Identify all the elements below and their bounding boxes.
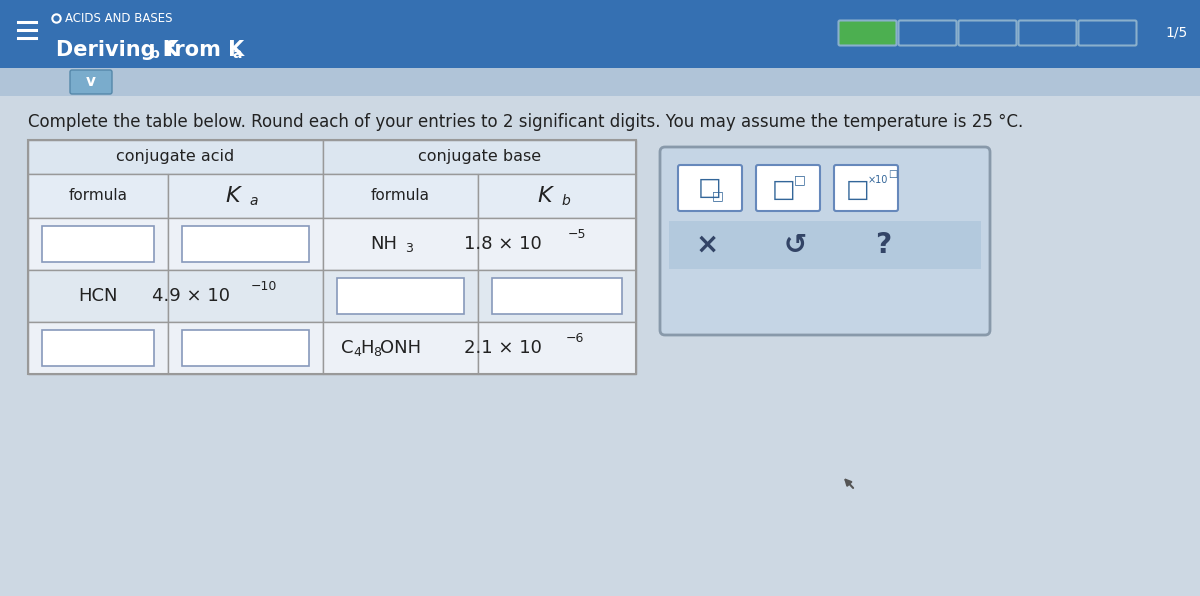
FancyBboxPatch shape — [899, 20, 956, 45]
Text: v: v — [86, 74, 96, 89]
Text: from K: from K — [158, 40, 245, 60]
Bar — [0, 0, 1200, 68]
Text: Deriving K: Deriving K — [56, 40, 179, 60]
Bar — [42, 226, 154, 262]
Text: H: H — [360, 339, 373, 357]
Text: NH: NH — [371, 235, 397, 253]
FancyBboxPatch shape — [1019, 20, 1076, 45]
Bar — [478, 322, 636, 374]
Text: □: □ — [846, 178, 870, 202]
Bar — [168, 218, 323, 270]
Bar — [28, 140, 636, 374]
Bar — [28, 270, 168, 322]
FancyBboxPatch shape — [678, 165, 742, 211]
Bar — [478, 174, 636, 218]
Bar — [0, 96, 1200, 596]
Text: a: a — [250, 194, 258, 208]
Text: □: □ — [794, 173, 806, 187]
FancyBboxPatch shape — [839, 20, 896, 45]
Text: ACIDS AND BASES: ACIDS AND BASES — [65, 11, 173, 24]
Text: formula: formula — [68, 188, 127, 203]
Text: $K$: $K$ — [226, 186, 244, 206]
Bar — [492, 278, 622, 314]
Text: $K$: $K$ — [536, 186, 554, 206]
Bar — [323, 270, 478, 322]
Bar — [323, 322, 478, 374]
Text: ONH: ONH — [380, 339, 421, 357]
Text: −6: −6 — [566, 333, 584, 346]
Bar — [323, 218, 478, 270]
Text: 3: 3 — [406, 243, 413, 256]
Text: conjugate base: conjugate base — [418, 150, 541, 164]
Bar — [323, 140, 636, 174]
Bar — [28, 322, 168, 374]
Text: formula: formula — [371, 188, 430, 203]
Text: C: C — [341, 339, 354, 357]
Text: b: b — [562, 194, 570, 208]
Bar — [182, 330, 310, 366]
Bar — [28, 174, 168, 218]
Text: Complete the table below. Round each of your entries to 2 significant digits. Yo: Complete the table below. Round each of … — [28, 113, 1024, 131]
FancyBboxPatch shape — [660, 147, 990, 335]
FancyBboxPatch shape — [1079, 20, 1136, 45]
Bar — [478, 270, 636, 322]
FancyBboxPatch shape — [834, 165, 898, 211]
Text: a: a — [232, 47, 241, 61]
FancyBboxPatch shape — [70, 70, 112, 94]
Text: b: b — [150, 47, 160, 61]
Bar — [28, 218, 168, 270]
Text: 4.9 × 10: 4.9 × 10 — [152, 287, 230, 305]
Text: −10: −10 — [251, 281, 277, 293]
FancyBboxPatch shape — [959, 20, 1016, 45]
Bar — [168, 174, 323, 218]
Bar — [42, 330, 154, 366]
Text: □: □ — [698, 176, 722, 200]
Text: −5: −5 — [568, 228, 587, 241]
Bar — [323, 174, 478, 218]
Text: 4: 4 — [353, 346, 361, 359]
Bar — [168, 270, 323, 322]
Text: 2.1 × 10: 2.1 × 10 — [464, 339, 542, 357]
Text: 1.8 × 10: 1.8 × 10 — [464, 235, 542, 253]
Text: conjugate acid: conjugate acid — [116, 150, 235, 164]
Bar — [478, 218, 636, 270]
Text: 8: 8 — [373, 346, 382, 359]
Bar — [0, 68, 1200, 96]
Text: □: □ — [712, 190, 724, 203]
Bar — [182, 226, 310, 262]
Bar — [670, 221, 982, 269]
Text: ↺: ↺ — [784, 231, 806, 259]
Text: □: □ — [888, 169, 898, 179]
Text: ?: ? — [875, 231, 892, 259]
Text: ×10: ×10 — [868, 175, 888, 185]
Bar — [28, 140, 323, 174]
Bar — [337, 278, 464, 314]
FancyBboxPatch shape — [756, 165, 820, 211]
Text: □: □ — [772, 178, 796, 202]
Text: HCN: HCN — [78, 287, 118, 305]
Bar — [168, 322, 323, 374]
Text: 1/5: 1/5 — [1165, 26, 1188, 40]
Text: ×: × — [695, 231, 719, 259]
